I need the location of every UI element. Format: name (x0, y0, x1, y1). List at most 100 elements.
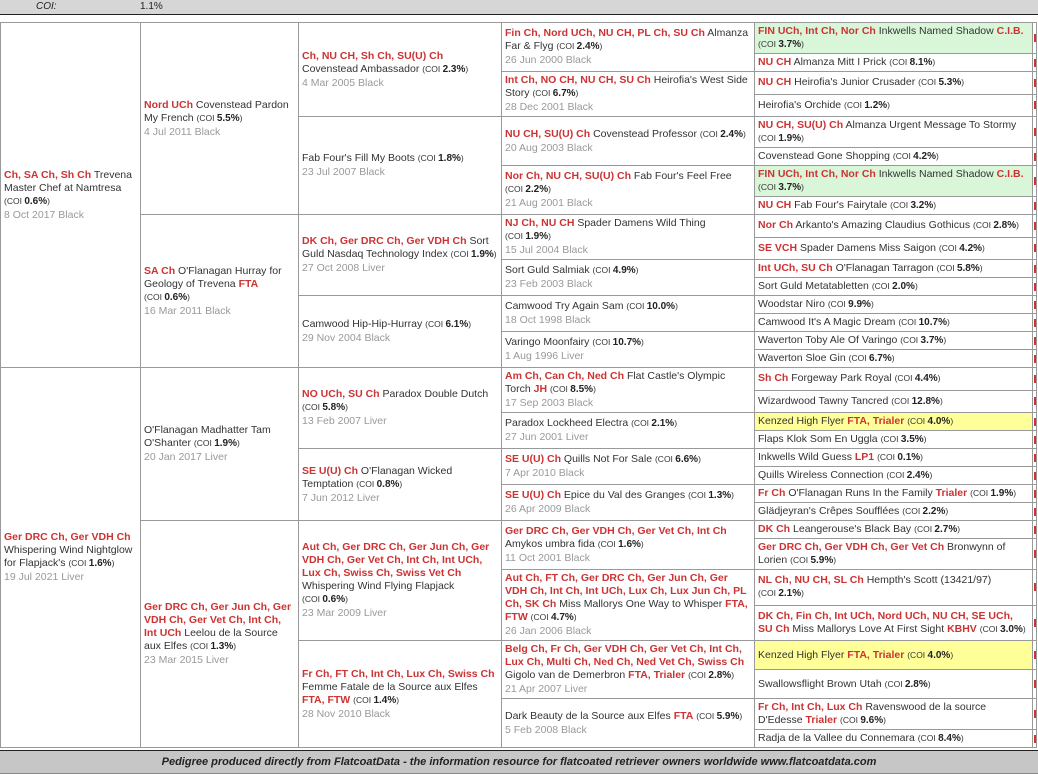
dog-name[interactable]: Quills Not For Sale (563, 453, 653, 465)
pedigree-cell-gen5-1: FIN UCh, Int Ch, Nor Ch Inkwells Named S… (754, 22, 1033, 54)
dog-coi: (COI 6.7%) (848, 353, 895, 364)
dog-name[interactable]: Forgeway Park Royal (791, 372, 892, 385)
dog-name[interactable]: O'Flanagan Hurray for Geology of Trevena (144, 264, 282, 290)
dog-name[interactable]: Covenstead Ambassador (302, 62, 420, 75)
pedigree-cell-gen3-1: Ch, NU CH, Sh Ch, SU(U) Ch Covenstead Am… (298, 22, 502, 117)
pedigree-cell-gen5-7: FIN UCh, Int Ch, Nor Ch Inkwells Named S… (754, 165, 1033, 197)
dog-name[interactable]: Dark Beauty de la Source aux Elfes (505, 709, 671, 722)
dog-name[interactable]: Almanza Urgent Message To Stormy (845, 119, 1017, 131)
pedigree-cell-gen4-15: Belg Ch, Fr Ch, Ger VDH Ch, Ger Vet Ch, … (501, 640, 755, 699)
dog-name[interactable]: Covenstead Gone Shopping (758, 150, 890, 162)
dog-name[interactable]: Amykos umbra fida (505, 538, 595, 550)
dog-name[interactable]: Flaps Klok Som En Uggla (758, 433, 878, 445)
dog-name[interactable]: Paradox Lockheed Electra (505, 417, 629, 429)
dog-name[interactable]: Spader Damens Miss Saigon (800, 241, 936, 254)
dog-name[interactable]: Camwood It's A Magic Dream (758, 316, 896, 328)
dog-name[interactable]: Gigolo van de Demerbron (505, 669, 626, 681)
pedigree-cell-gen3-3: DK Ch, Ger DRC Ch, Ger VDH Ch Sort Guld … (298, 214, 502, 296)
dog-name[interactable]: Wizardwood Tawny Tancred (758, 394, 889, 407)
dog-coi: (COI 5.5%) (196, 112, 243, 124)
dog-suffix: JH (533, 383, 548, 395)
pedigree-row: Ger DRC Ch, Ger VDH Ch, Ger Vet Ch Bronw… (1, 538, 1037, 570)
pedigree-cell-gen5-10: SE VCH Spader Damens Miss Saigon (COI 4.… (754, 236, 1033, 260)
dog-name[interactable]: Inkwells Named Shadow (878, 25, 994, 37)
dog-name[interactable]: Kenzed High Flyer (758, 415, 845, 427)
dog-name[interactable]: Epice du Val des Granges (563, 489, 686, 501)
pedigree-cell-gen4-5: NJ Ch, NU CH Spader Damens Wild Thing (C… (501, 214, 755, 260)
dog-name[interactable]: Camwood Hip-Hip-Hurray (302, 318, 423, 330)
dog-coi: (COI 4.4%) (894, 373, 941, 385)
pedigree-row: Quills Wireless Connection (COI 2.4%) (1, 466, 1037, 485)
dog-name[interactable]: Leangerouse's Black Bay (793, 523, 912, 535)
dog-name[interactable]: Almanza Mitt I Prick (793, 56, 887, 68)
dog-name[interactable]: Covenstead Pardon My French (144, 98, 289, 124)
dog-name[interactable]: Spader Damens Wild Thing (577, 217, 706, 229)
pedigree-row: SE VCH Spader Damens Miss Saigon (COI 4.… (1, 236, 1037, 260)
pedigree-row: Paradox Lockheed Electra (COI 2.1%) 27 Ju… (1, 412, 1037, 449)
dog-name[interactable]: Varingo Moonfairy (505, 336, 590, 348)
pedigree-row: SE U(U) Ch Epice du Val des Granges (COI… (1, 484, 1037, 521)
dog-name[interactable]: Inkwells Named Shadow (878, 168, 994, 180)
dog-birthdate-color: 18 Oct 1998 Black (505, 314, 591, 326)
dog-name[interactable]: Flat Castle's Olympic Torch (505, 370, 726, 395)
dog-name[interactable]: Glädjeyran's Crêpes Soufflées (758, 505, 900, 517)
dog-titles: Ger DRC Ch, Ger VDH Ch (4, 531, 131, 543)
dog-name[interactable]: Waverton Toby Ale Of Varingo (758, 334, 898, 346)
dog-name[interactable]: Miss Mallorys One Way to Whisper (559, 598, 723, 610)
dog-titles: FIN UCh, Int Ch, Nor Ch (758, 25, 876, 37)
dog-suffix: FTA, Trialer (847, 648, 905, 661)
dog-name[interactable]: Woodstar Niro (758, 298, 825, 310)
dog-name[interactable]: Sort Guld Salmiak (505, 264, 590, 276)
pedigree-cell-gen5-24: Glädjeyran's Crêpes Soufflées (COI 2.2%) (754, 502, 1033, 521)
dog-name[interactable]: Paradox Double Dutch (382, 388, 489, 400)
dog-name[interactable]: Whispering Wind Flying Flapjack (302, 580, 455, 592)
dog-titles: Fr Ch, Int Ch, Lux Ch (758, 701, 863, 713)
dog-name[interactable]: Quills Wireless Connection (758, 469, 884, 481)
dog-titles: FIN UCh, Int Ch, Nor Ch (758, 168, 876, 180)
dog-coi: (COI 2.8%) (884, 678, 931, 690)
dog-titles: Aut Ch, Ger DRC Ch, Ger Jun Ch, Ger VDH … (302, 541, 490, 579)
dog-name[interactable]: Waverton Sloe Gin (758, 352, 846, 364)
dog-name[interactable]: Sort Guld Metatabletten (758, 280, 869, 292)
dog-name[interactable]: Fab Four's Fairytale (794, 199, 888, 211)
clipped-gen6-cell (1032, 640, 1037, 670)
dog-name[interactable]: Trevena Master Chef at Namtresa (4, 168, 132, 194)
dog-name[interactable]: Bronwynn of Lorien (758, 541, 1006, 566)
dog-name[interactable]: Kenzed High Flyer (758, 648, 845, 661)
pedigree-cell-gen5-14: Camwood It's A Magic Dream (COI 10.7%) (754, 313, 1033, 332)
dog-coi: (COI 1.8%) (417, 153, 464, 164)
dog-name[interactable]: Arkanto's Amazing Claudius Gothicus (795, 219, 971, 232)
dog-name[interactable]: Fab Four's Feel Free (633, 170, 732, 182)
dog-name[interactable]: O'Flanagan Wicked Temptation (302, 464, 453, 490)
dog-name[interactable]: Femme Fatale de la Source aux Elfes (302, 680, 478, 693)
dog-titles: SE VCH (758, 241, 798, 254)
dog-name[interactable]: Fab Four's Fill My Boots (302, 152, 415, 164)
dog-name[interactable]: Camwood Try Again Sam (505, 300, 624, 312)
dog-name[interactable]: Whispering Wind Nightglow for Flapjack's (4, 544, 133, 569)
dog-birthdate-color: 7 Apr 2010 Black (505, 467, 585, 479)
dog-name[interactable]: O'Flanagan Madhatter Tam O'Shanter (144, 424, 271, 449)
dog-name[interactable]: Almanza Far & Flyg (505, 27, 749, 52)
dog-name[interactable]: Sort Guld Nasdaq Technology Index (302, 235, 489, 260)
pedigree-row: Fab Four's Fill My Boots (COI 1.8%) 23 Ju… (1, 116, 1037, 215)
dog-titles: Nord UCh (144, 98, 193, 111)
clipped-gen6-cell (1032, 93, 1037, 117)
dog-name[interactable]: O'Flanagan Tarragon (835, 262, 934, 274)
dog-name[interactable]: Heirofia's West Side Story (505, 74, 748, 99)
dog-name[interactable]: Ravenswood de la source D'Edesse (758, 701, 987, 726)
dog-name[interactable]: Heirofia's Orchide (758, 98, 842, 111)
pedigree-row: DK Ch, Fin Ch, Int UCh, Nord UCh, NU CH,… (1, 604, 1037, 641)
dog-name[interactable]: Covenstead Professor (593, 127, 697, 140)
dog-name[interactable]: Hempth's Scott (13421/97) (866, 574, 992, 587)
dog-name[interactable]: Miss Mallorys Love At First Sight (792, 622, 945, 635)
dog-birthdate-color: 26 Jan 2006 Black (505, 625, 592, 637)
clipped-gen6-cell (1032, 389, 1037, 413)
dog-name[interactable]: Inkwells Wild Guess (758, 451, 852, 463)
dog-name[interactable]: Heirofia's Junior Crusader (794, 76, 916, 89)
dog-name[interactable]: Swallowsflight Brown Utah (758, 677, 882, 690)
dog-name[interactable]: Leelou de la Source aux Elfes (144, 627, 278, 652)
pedigree-cell-gen5-3: NU CH Heirofia's Junior Crusader (COI 5.… (754, 71, 1033, 95)
dog-coi: (COI 1.6%) (597, 539, 644, 550)
dog-name[interactable]: O'Flanagan Runs In the Family (788, 487, 933, 499)
dog-name[interactable]: Radja de la Vallee du Connemara (758, 732, 915, 744)
